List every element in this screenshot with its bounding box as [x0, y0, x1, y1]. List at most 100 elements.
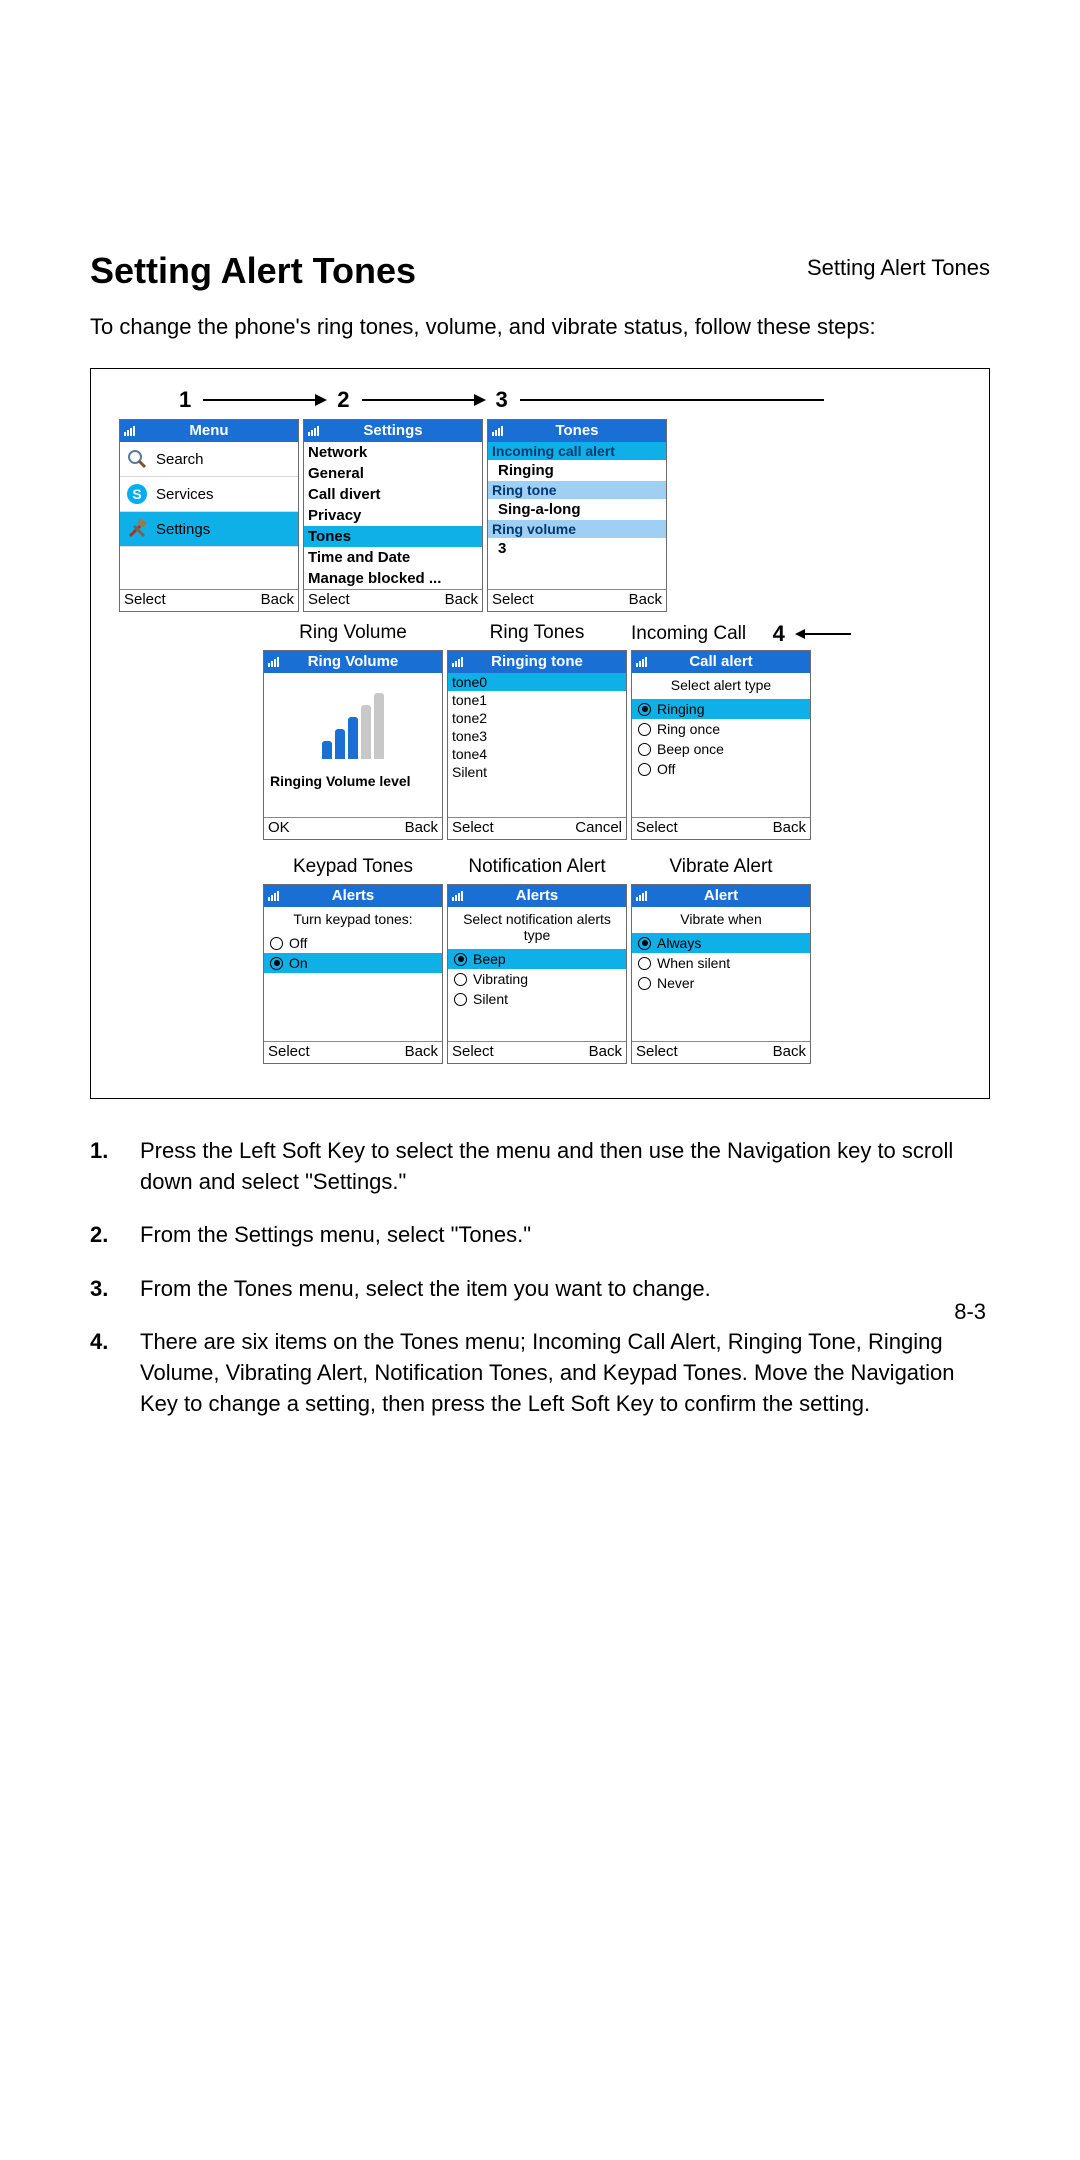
softkey-right[interactable]: Cancel — [575, 818, 622, 839]
skype-icon: S — [124, 481, 150, 507]
arrow-icon — [358, 391, 488, 409]
softkey-right[interactable]: Back — [261, 590, 294, 611]
list-item[interactable]: Time and Date — [304, 547, 482, 568]
radio-label: Ring once — [657, 721, 720, 737]
list-item[interactable]: tone2 — [448, 709, 626, 727]
softkey-left[interactable]: Select — [636, 1042, 678, 1063]
phone-title: Call alert — [689, 653, 752, 670]
step-text: Press the Left Soft Key to select the me… — [140, 1135, 990, 1197]
menu-item[interactable]: Settings — [120, 512, 298, 547]
column-label-ringtones: Ring Tones — [447, 622, 627, 646]
menu-item-label: Search — [156, 451, 204, 468]
list-item[interactable]: Network — [304, 442, 482, 463]
radio-option[interactable]: Never — [632, 973, 810, 993]
group-header[interactable]: Incoming call alert — [488, 442, 666, 460]
volume-bars — [264, 691, 442, 759]
phone-screen-vibrate: Alert Vibrate when Always When silent Neve… — [631, 884, 811, 1064]
radio-option[interactable]: Vibrating — [448, 969, 626, 989]
radio-option[interactable]: Off — [264, 933, 442, 953]
radio-icon — [454, 993, 467, 1006]
softkey-left[interactable]: Select — [636, 818, 678, 839]
softkey-left[interactable]: OK — [268, 818, 290, 839]
softkey-right[interactable]: Back — [445, 590, 478, 611]
list-item[interactable]: Silent — [448, 763, 626, 781]
softkey-right[interactable]: Back — [773, 818, 806, 839]
phone-screen-volume: Ring Volume Ringing Volume level OKBack — [263, 650, 443, 840]
menu-item[interactable]: S Services — [120, 477, 298, 512]
step-number-4: 4 — [773, 621, 785, 647]
screen-subtitle: Turn keypad tones: — [264, 907, 442, 933]
phone-screen-tones: Tones Incoming call alertRingingRing ton… — [487, 419, 667, 612]
page-number: 8-3 — [954, 1299, 986, 1325]
step-text: There are six items on the Tones menu; I… — [140, 1326, 990, 1420]
softkey-left[interactable]: Select — [492, 590, 534, 611]
radio-icon — [270, 957, 283, 970]
phone-title: Alerts — [516, 887, 559, 904]
radio-option[interactable]: Ringing — [632, 699, 810, 719]
radio-icon — [454, 973, 467, 986]
step-arrow-row: 1 2 3 — [119, 387, 961, 413]
softkey-right[interactable]: Back — [773, 1042, 806, 1063]
radio-label: Never — [657, 975, 694, 991]
softkey-right[interactable]: Back — [405, 818, 438, 839]
menu-item-label: Services — [156, 486, 214, 503]
radio-label: Always — [657, 935, 701, 951]
softkey-right[interactable]: Back — [405, 1042, 438, 1063]
softkey-right[interactable]: Back — [589, 1042, 622, 1063]
radio-option[interactable]: Always — [632, 933, 810, 953]
phone-screen-callalert: Call alert Select alert type RingingRing… — [631, 650, 811, 840]
softkey-left[interactable]: Select — [452, 1042, 494, 1063]
radio-option[interactable]: On — [264, 953, 442, 973]
instructions-list: 1.Press the Left Soft Key to select the … — [90, 1135, 990, 1420]
list-item[interactable]: Privacy — [304, 505, 482, 526]
list-item[interactable]: tone3 — [448, 727, 626, 745]
phone-title: Settings — [363, 422, 422, 439]
phone-screen-settings: Settings NetworkGeneralCall divertPrivac… — [303, 419, 483, 612]
svg-text:S: S — [132, 486, 141, 502]
list-item[interactable]: tone1 — [448, 691, 626, 709]
screen-subtitle: Vibrate when — [632, 907, 810, 933]
signal-icon — [268, 654, 284, 668]
phone-title: Alert — [704, 887, 738, 904]
phone-titlebar: Menu — [120, 420, 298, 442]
step-marker: 3. — [90, 1273, 116, 1304]
group-header[interactable]: Ring tone — [488, 481, 666, 499]
list-item[interactable]: Tones — [304, 526, 482, 547]
list-item[interactable]: General — [304, 463, 482, 484]
radio-option[interactable]: When silent — [632, 953, 810, 973]
softkey-left[interactable]: Select — [268, 1042, 310, 1063]
step-marker: 4. — [90, 1326, 116, 1420]
phone-title: Ring Volume — [308, 653, 399, 670]
list-item[interactable]: tone0 — [448, 673, 626, 691]
step-number-2: 2 — [337, 387, 349, 413]
phone-titlebar: Settings — [304, 420, 482, 442]
radio-icon — [638, 723, 651, 736]
group-header[interactable]: Ring volume — [488, 520, 666, 538]
radio-option[interactable]: Beep once — [632, 739, 810, 759]
radio-icon — [638, 703, 651, 716]
page-header-label: Setting Alert Tones — [807, 255, 990, 281]
phone-title: Alerts — [332, 887, 375, 904]
column-label-volume: Ring Volume — [263, 622, 443, 646]
radio-icon — [638, 977, 651, 990]
step-text: From the Tones menu, select the item you… — [140, 1273, 990, 1304]
intro-text: To change the phone's ring tones, volume… — [90, 314, 990, 340]
radio-option[interactable]: Ring once — [632, 719, 810, 739]
radio-option[interactable]: Beep — [448, 949, 626, 969]
softkey-right[interactable]: Back — [629, 590, 662, 611]
softkey-left[interactable]: Select — [308, 590, 350, 611]
list-item[interactable]: Call divert — [304, 484, 482, 505]
diagram-container: 1 2 3 Menu Search S Services Settings Selec… — [90, 368, 990, 1099]
step-number-1: 1 — [179, 387, 191, 413]
list-item[interactable]: Manage blocked ... — [304, 568, 482, 589]
list-item[interactable]: tone4 — [448, 745, 626, 763]
menu-item[interactable]: Search — [120, 442, 298, 477]
step-number-3: 3 — [496, 387, 508, 413]
signal-icon — [452, 654, 468, 668]
softkey-left[interactable]: Select — [452, 818, 494, 839]
radio-option[interactable]: Silent — [448, 989, 626, 1009]
radio-option[interactable]: Off — [632, 759, 810, 779]
softkey-left[interactable]: Select — [124, 590, 166, 611]
screens-row-3: Keypad Tones Alerts Turn keypad tones: O… — [119, 856, 961, 1064]
magnifier-icon — [124, 446, 150, 472]
